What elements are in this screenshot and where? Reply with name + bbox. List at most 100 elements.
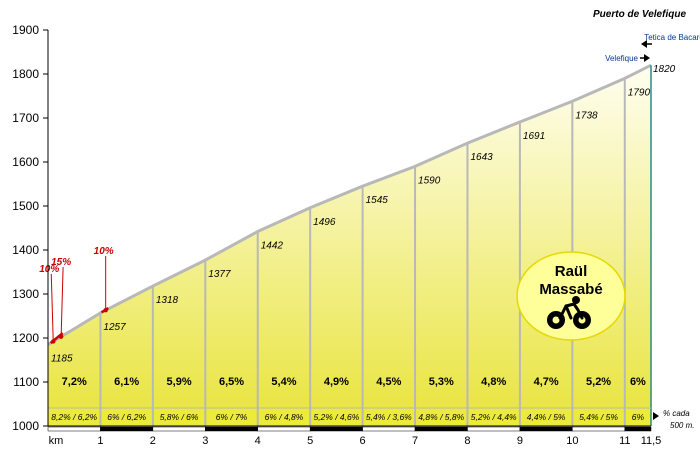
x-tick-label: 6 [360, 435, 366, 447]
y-tick-label: 1500 [12, 199, 39, 213]
altitude-label-1738: 1738 [575, 110, 598, 121]
x-tick-label: 5 [307, 435, 313, 447]
steep-label: 10% [94, 246, 114, 257]
half-km-grade: 6% / 6,2% [107, 412, 146, 422]
segment-grade: 5,9% [167, 376, 192, 388]
altitude-label-1545: 1545 [366, 195, 389, 206]
grade-band [48, 408, 651, 426]
y-tick-label: 1400 [12, 243, 39, 257]
half-km-grade: 6% [632, 412, 645, 422]
km-dividers [48, 65, 652, 426]
km-scale-segment [624, 426, 652, 432]
half-km-grade: 4,4% / 5% [527, 412, 566, 422]
altitude-label-1496: 1496 [313, 217, 336, 228]
segment-grade: 4,5% [376, 376, 401, 388]
y-tick-label: 1200 [12, 331, 39, 345]
half-km-grades: 8,2% / 6,2% 6% / 6,2% 5,8% / 6% 6% / 7% 6% /… [51, 412, 644, 422]
steep-markers: 10%15%10% [39, 246, 114, 344]
altitude-label-1691: 1691 [523, 131, 545, 142]
half-km-grade: 6% / 7% [216, 412, 248, 422]
segment-grade: 6% [630, 376, 646, 388]
y-tick-label: 1100 [13, 375, 39, 389]
segment-grades: 7,2% 6,1% 5,9% 6,5% 5,4% 4,9% 4,5% 5,3% 4,8% 4,7%… [62, 376, 646, 388]
half-km-grade: 5,8% / 6% [160, 412, 199, 422]
km-scale-segment [572, 426, 626, 432]
km-scale-segment [362, 426, 416, 432]
segment-grade: 5,2% [586, 376, 611, 388]
half-km-grade: 5,2% / 4,6% [313, 412, 359, 422]
km-scale-segment [519, 426, 573, 432]
x-tick-label: 11 [619, 435, 630, 447]
altitude-label-1257: 1257 [103, 322, 126, 333]
left-arrow-icon [641, 40, 647, 48]
km-scale-segment [309, 426, 363, 432]
half-km-grade: 5,4% / 3,6% [366, 412, 412, 422]
half-km-grade: 5,4% / 5% [579, 412, 618, 422]
segment-grade: 5,3% [429, 376, 454, 388]
km-scale-segment [205, 426, 258, 432]
author-name-line2: Massabé [539, 281, 602, 298]
x-tick-label: 11,5 [641, 435, 662, 447]
cyclist-icon [547, 296, 591, 329]
note-arrow-icon [653, 412, 659, 420]
altitude-label-1590: 1590 [418, 175, 441, 186]
x-tick-label: km [49, 435, 64, 447]
km-scale-segment [467, 426, 521, 432]
x-ticks: km 1 2 3 4 5 6 7 8 9 10 11 11,5 [49, 435, 662, 447]
x-tick-label: 9 [517, 435, 523, 447]
x-tick-label: 3 [202, 435, 208, 447]
half-km-grade: 6% / 4,8% [265, 412, 304, 422]
segment-grade: 5,4% [271, 376, 296, 388]
steep-label: 10% [39, 264, 59, 275]
half-km-grade: 5,2% / 4,4% [471, 412, 517, 422]
y-tick-label: 1300 [12, 287, 39, 301]
km-scale-segment [100, 426, 154, 432]
y-tick-label: 1000 [12, 419, 39, 433]
segment-grade: 4,9% [324, 376, 349, 388]
altitude-label-1790: 1790 [628, 87, 651, 98]
km-scale-segment [414, 426, 468, 432]
steep-stretch [100, 306, 109, 314]
summit-annotation-name: Velefique [605, 54, 638, 63]
y-tick-label: 1700 [12, 111, 39, 125]
author-badge [516, 251, 626, 341]
x-tick-label: 1 [97, 435, 103, 447]
per500-note: % cada 500 m. [663, 409, 694, 430]
km-scale-segment [47, 426, 101, 432]
altitude-label-1643: 1643 [470, 152, 493, 163]
segment-grade: 4,7% [534, 376, 559, 388]
y-tick-label: 1800 [12, 67, 39, 81]
summit-annotation-top: Tetica de Bacares [644, 33, 700, 42]
km-scale-segment [257, 426, 311, 432]
y-tick-label: 1600 [12, 155, 39, 169]
y-tick-label: 1900 [12, 23, 39, 37]
x-tick-label: 10 [566, 435, 578, 447]
half-km-grade: 8,2% / 6,2% [51, 412, 97, 422]
altitude-label-1318: 1318 [156, 295, 179, 306]
x-tick-label: 2 [150, 435, 156, 447]
altitude-label-1820: 1820 [653, 64, 676, 75]
half-km-grade: 4,8% / 5,8% [418, 412, 464, 422]
altitude-label-1442: 1442 [261, 241, 284, 252]
km-scale-segment [152, 426, 206, 432]
right-arrow-icon [644, 54, 650, 62]
x-tick-label: 4 [255, 435, 261, 447]
segment-grade: 6,5% [219, 376, 244, 388]
altitude-label-1377: 1377 [208, 269, 231, 280]
x-tick-label: 7 [412, 435, 418, 447]
profile-area [48, 65, 651, 426]
segment-grade: 7,2% [62, 376, 87, 388]
author-name-line1: Raül [555, 263, 588, 280]
segment-grade: 4,8% [481, 376, 506, 388]
steep-stretch [49, 332, 64, 344]
steep-marker-line [60, 266, 64, 337]
chart-title: Puerto de Velefique [593, 9, 686, 20]
x-tick-label: 8 [464, 435, 470, 447]
km-scale-bar [47, 426, 652, 432]
steep-marker-line [50, 273, 54, 342]
altitude-labels: 1185 1257 1318 1377 1442 1496 1545 1590 1643 1691… [51, 64, 676, 364]
steep-label: 15% [51, 257, 71, 268]
altitude-label-1185: 1185 [51, 354, 73, 365]
segment-grade: 6,1% [114, 376, 139, 388]
